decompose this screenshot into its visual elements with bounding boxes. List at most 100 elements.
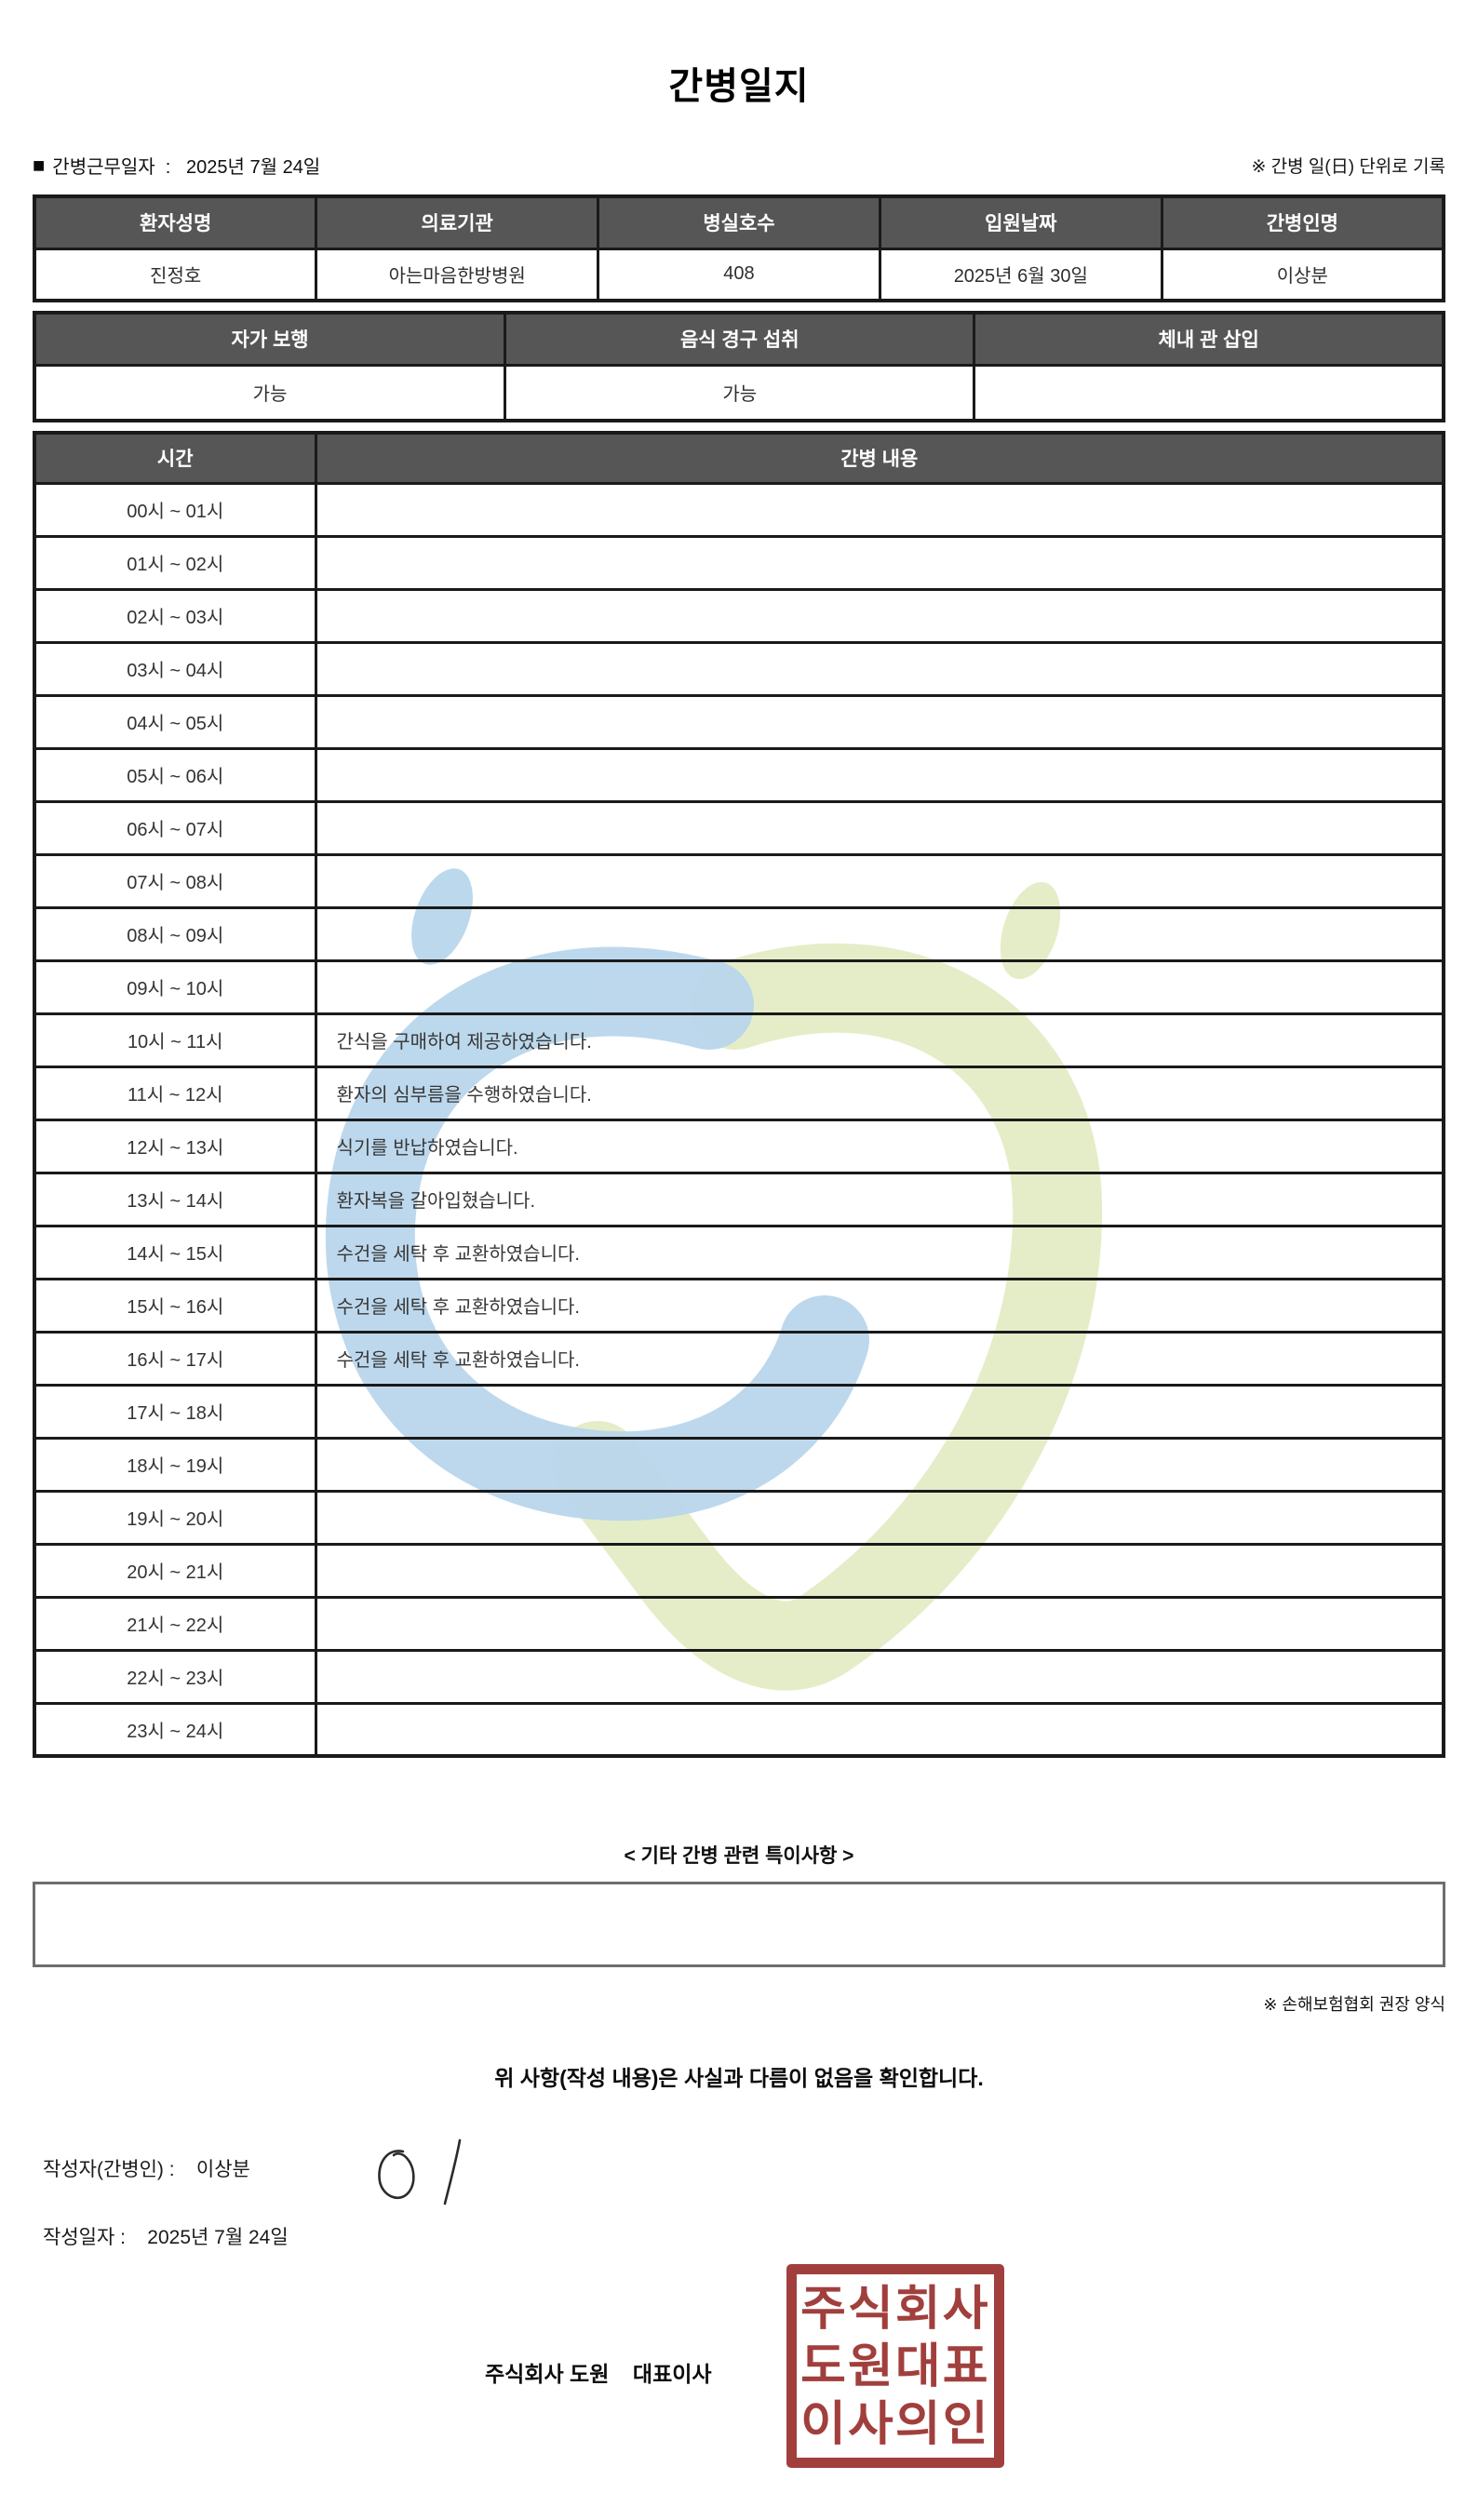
schedule-content-cell xyxy=(314,481,1445,538)
schedule-row: 12시 ~ 13시 식기를 반납하였습니다. xyxy=(33,1118,1445,1174)
schedule-content-cell xyxy=(314,693,1445,750)
self-walking-header: 자가 보행 xyxy=(33,311,507,367)
schedule-time-cell: 00시 ~ 01시 xyxy=(33,481,317,538)
room-value: 408 xyxy=(597,247,881,302)
schedule-time-cell: 11시 ~ 12시 xyxy=(33,1065,317,1121)
oral-intake-value: 가능 xyxy=(504,363,976,422)
schedule-row: 10시 ~ 11시 간식을 구매하여 제공하였습니다. xyxy=(33,1012,1445,1068)
schedule-content-cell xyxy=(314,905,1445,962)
schedule-content-cell: 수건을 세탁 후 교환하였습니다. xyxy=(314,1277,1445,1334)
work-date-line: ■ 간병근무일자 : 2025년 7월 24일 xyxy=(33,152,320,179)
schedule-time-cell: 22시 ~ 23시 xyxy=(33,1648,317,1705)
time-column-header: 시간 xyxy=(33,431,317,485)
admission-date-value: 2025년 6월 30일 xyxy=(878,247,1163,302)
patient-info-table: 환자성명 의료기관 병실호수 입원날짜 간병인명 진정호 아는마음한방병원 40… xyxy=(33,194,1445,302)
status-value-row: 가능 가능 xyxy=(33,363,1445,422)
schedule-row: 13시 ~ 14시 환자복을 갈아입혔습니다. xyxy=(33,1171,1445,1227)
schedule-content-cell xyxy=(314,1595,1445,1652)
schedule-row: 08시 ~ 09시 xyxy=(33,905,1445,962)
schedule-row: 20시 ~ 21시 xyxy=(33,1542,1445,1599)
schedule-row: 19시 ~ 20시 xyxy=(33,1489,1445,1546)
schedule-content-cell: 식기를 반납하였습니다. xyxy=(314,1118,1445,1174)
caregiver-value: 이상분 xyxy=(1160,247,1445,302)
work-date-text: 간병근무일자 : 2025년 7월 24일 xyxy=(52,157,321,178)
written-date-line: 작성일자 : 2025년 7월 24일 xyxy=(43,2227,289,2248)
schedule-row: 11시 ~ 12시 환자의 심부름을 수행하였습니다. xyxy=(33,1065,1445,1121)
self-walking-value: 가능 xyxy=(33,363,507,422)
schedule-time-cell: 14시 ~ 15시 xyxy=(33,1224,317,1280)
schedule-row: 22시 ~ 23시 xyxy=(33,1648,1445,1705)
schedule-row: 05시 ~ 06시 xyxy=(33,746,1445,803)
schedule-time-cell: 18시 ~ 19시 xyxy=(33,1436,317,1493)
schedule-row: 17시 ~ 18시 xyxy=(33,1383,1445,1440)
schedule-time-cell: 13시 ~ 14시 xyxy=(33,1171,317,1227)
care-content-column-header: 간병 내용 xyxy=(314,431,1445,485)
writer-line: 작성자(간병인) : 이상분 xyxy=(43,2159,250,2180)
schedule-time-cell: 20시 ~ 21시 xyxy=(33,1542,317,1599)
schedule-content-cell: 수건을 세탁 후 교환하였습니다. xyxy=(314,1224,1445,1280)
corporate-seal-stamp: 주식회사 도원대표 이사의인 xyxy=(786,2264,1004,2468)
tube-insertion-value xyxy=(973,363,1445,422)
confirmation-statement: 위 사항(작성 내용)은 사실과 다름이 없음을 확인합니다. xyxy=(494,2066,984,2090)
recommended-form-note: ※ 손해보험협회 권장 양식 xyxy=(1263,1995,1445,2014)
handwritten-signature xyxy=(378,2138,462,2205)
patient-header-row: 환자성명 의료기관 병실호수 입원날짜 간병인명 xyxy=(33,194,1445,250)
schedule-content-cell xyxy=(314,799,1445,856)
stamp-line-2: 도원대표 xyxy=(800,2339,990,2393)
unit-note: ※ 간병 일(日) 단위로 기록 xyxy=(1251,157,1445,177)
schedule-row: 15시 ~ 16시 수건을 세탁 후 교환하였습니다. xyxy=(33,1277,1445,1334)
schedule-row: 21시 ~ 22시 xyxy=(33,1595,1445,1652)
special-notes-box xyxy=(33,1882,1445,1967)
schedule-time-cell: 19시 ~ 20시 xyxy=(33,1489,317,1546)
schedule-time-cell: 09시 ~ 10시 xyxy=(33,958,317,1015)
status-header-row: 자가 보행 음식 경구 섭취 체내 관 삽입 xyxy=(33,311,1445,367)
caregiver-header: 간병인명 xyxy=(1160,194,1445,250)
schedule-content-cell xyxy=(314,1542,1445,1599)
schedule-time-cell: 10시 ~ 11시 xyxy=(33,1012,317,1068)
patient-status-table: 자가 보행 음식 경구 섭취 체내 관 삽입 가능 가능 xyxy=(33,311,1445,422)
schedule-row: 03시 ~ 04시 xyxy=(33,640,1445,697)
schedule-content-cell xyxy=(314,1436,1445,1493)
schedule-row: 04시 ~ 05시 xyxy=(33,693,1445,750)
schedule-header-row: 시간 간병 내용 xyxy=(33,431,1445,485)
schedule-time-cell: 03시 ~ 04시 xyxy=(33,640,317,697)
tube-insertion-header: 체내 관 삽입 xyxy=(973,311,1445,367)
schedule-content-cell xyxy=(314,1489,1445,1546)
schedule-content-cell: 환자의 심부름을 수행하였습니다. xyxy=(314,1065,1445,1121)
schedule-table-body: 00시 ~ 01시 01시 ~ 02시 02시 ~ 03시 03시 ~ 04시 04시 … xyxy=(33,481,1445,1758)
schedule-content-cell xyxy=(314,1648,1445,1705)
schedule-content-cell xyxy=(314,746,1445,803)
schedule-row: 00시 ~ 01시 xyxy=(33,481,1445,538)
stamp-line-1: 주식회사 xyxy=(800,2281,990,2335)
schedule-content-cell: 간식을 구매하여 제공하였습니다. xyxy=(314,1012,1445,1068)
schedule-time-cell: 04시 ~ 05시 xyxy=(33,693,317,750)
hospital-value: 아는마음한방병원 xyxy=(315,247,600,302)
schedule-row: 02시 ~ 03시 xyxy=(33,587,1445,644)
schedule-content-cell: 수건을 세탁 후 교환하였습니다. xyxy=(314,1330,1445,1387)
schedule-row: 16시 ~ 17시 수건을 세탁 후 교환하였습니다. xyxy=(33,1330,1445,1387)
schedule-content-cell xyxy=(314,958,1445,1015)
schedule-content-cell xyxy=(314,534,1445,591)
patient-name-value: 진정호 xyxy=(33,247,318,302)
stamp-line-3: 이사의인 xyxy=(800,2396,990,2450)
company-ceo-line: 주식회사 도원 대표이사 xyxy=(485,2362,712,2386)
hospital-header: 의료기관 xyxy=(315,194,600,250)
page-title: 간병일지 xyxy=(668,66,810,107)
schedule-time-cell: 21시 ~ 22시 xyxy=(33,1595,317,1652)
room-header: 병실호수 xyxy=(597,194,881,250)
schedule-row: 18시 ~ 19시 xyxy=(33,1436,1445,1493)
admission-date-header: 입원날짜 xyxy=(878,194,1163,250)
care-schedule-table: 시간 간병 내용 00시 ~ 01시 01시 ~ 02시 02시 ~ 03시 03시 … xyxy=(33,431,1445,1758)
schedule-content-cell: 환자복을 갈아입혔습니다. xyxy=(314,1171,1445,1227)
schedule-time-cell: 01시 ~ 02시 xyxy=(33,534,317,591)
schedule-content-cell xyxy=(314,1701,1445,1758)
schedule-row: 23시 ~ 24시 xyxy=(33,1701,1445,1758)
patient-value-row: 진정호 아는마음한방병원 408 2025년 6월 30일 이상분 xyxy=(33,247,1445,302)
schedule-row: 09시 ~ 10시 xyxy=(33,958,1445,1015)
schedule-row: 06시 ~ 07시 xyxy=(33,799,1445,856)
schedule-content-cell xyxy=(314,852,1445,909)
meta-row: ■ 간병근무일자 : 2025년 7월 24일 ※ 간병 일(日) 단위로 기록 xyxy=(33,152,1445,179)
schedule-time-cell: 06시 ~ 07시 xyxy=(33,799,317,856)
schedule-time-cell: 17시 ~ 18시 xyxy=(33,1383,317,1440)
